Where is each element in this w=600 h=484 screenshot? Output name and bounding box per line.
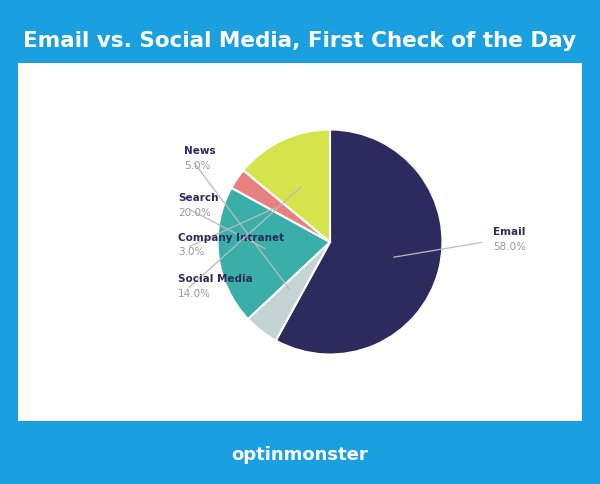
Text: Social Media: Social Media	[178, 274, 253, 284]
Text: 3.0%: 3.0%	[178, 247, 205, 257]
Wedge shape	[248, 242, 330, 341]
Wedge shape	[244, 130, 330, 242]
Text: Email vs. Social Media, First Check of the Day: Email vs. Social Media, First Check of t…	[23, 31, 577, 51]
Text: 58.0%: 58.0%	[493, 242, 526, 252]
Text: 14.0%: 14.0%	[178, 289, 211, 299]
Text: 5.0%: 5.0%	[184, 161, 210, 170]
Text: Email: Email	[493, 227, 526, 237]
Text: Search: Search	[178, 193, 218, 203]
Text: News: News	[184, 146, 215, 156]
Wedge shape	[218, 188, 330, 319]
Text: 20.0%: 20.0%	[178, 208, 211, 218]
FancyBboxPatch shape	[0, 45, 600, 439]
Wedge shape	[276, 130, 442, 354]
Wedge shape	[232, 170, 330, 242]
Text: optinmonster: optinmonster	[232, 446, 368, 464]
Text: Company Intranet: Company Intranet	[178, 232, 284, 242]
